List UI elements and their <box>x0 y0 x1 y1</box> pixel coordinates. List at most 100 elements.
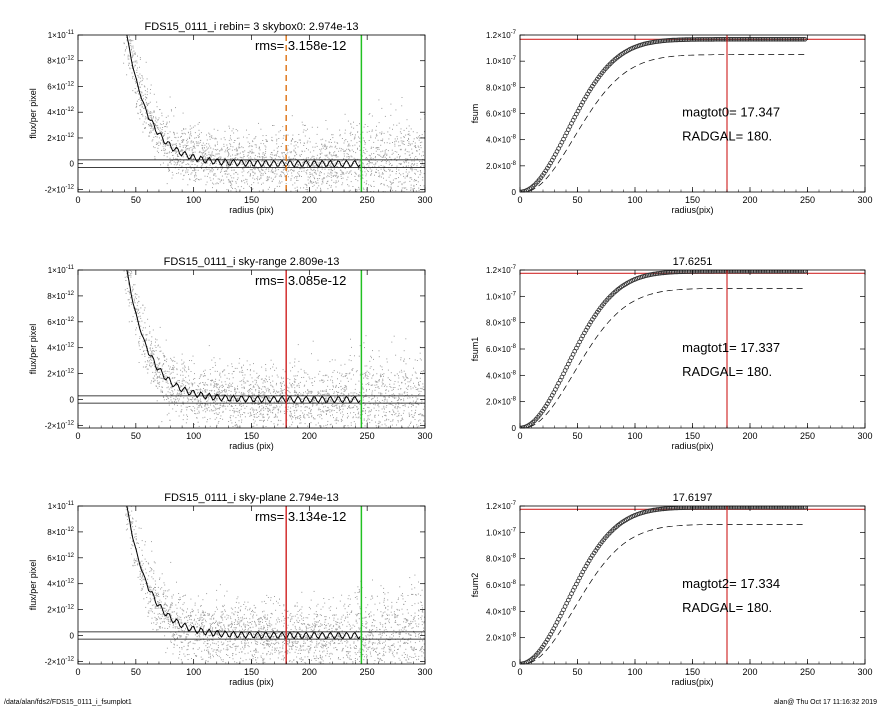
scatter-point <box>230 400 232 401</box>
scatter-point <box>322 147 324 149</box>
scatter-point <box>123 231 124 232</box>
scatter-point <box>127 54 129 56</box>
scatter-point <box>241 403 243 405</box>
scatter-point <box>168 371 170 373</box>
scatter-point <box>123 42 125 44</box>
scatter-point <box>371 394 373 396</box>
scatter-point <box>190 147 192 149</box>
scatter-point <box>318 178 320 179</box>
scatter-point <box>148 125 150 127</box>
scatter-point <box>273 388 275 390</box>
scatter-point <box>204 397 206 399</box>
scatter-point <box>270 382 271 384</box>
scatter-point <box>222 418 224 420</box>
scatter-point <box>200 166 202 168</box>
scatter-point <box>248 152 250 154</box>
scatter-point <box>180 405 182 407</box>
scatter-point <box>233 397 235 399</box>
scatter-point <box>163 143 165 145</box>
scatter-point <box>227 365 229 367</box>
scatter-point <box>310 182 312 184</box>
scatter-point <box>169 142 171 144</box>
scatter-point <box>310 193 311 194</box>
scatter-point <box>137 90 139 92</box>
scatter-point <box>284 176 286 178</box>
scatter-point <box>216 153 218 155</box>
scatter-point <box>405 374 407 376</box>
scatter-point <box>305 372 307 374</box>
scatter-point <box>214 390 215 392</box>
scatter-point <box>126 14 127 15</box>
scatter-point <box>278 391 280 393</box>
scatter-point <box>301 176 302 177</box>
scatter-point <box>200 393 202 395</box>
scatter-point <box>369 367 371 369</box>
scatter-point <box>380 375 382 377</box>
scatter-point <box>277 412 279 414</box>
scatter-point <box>214 173 216 175</box>
scatter-point <box>277 160 279 162</box>
scatter-point <box>271 169 273 171</box>
scatter-point <box>291 151 292 153</box>
scatter-point <box>365 413 366 414</box>
scatter-point <box>329 173 331 175</box>
scatter-point <box>170 357 172 359</box>
scatter-point <box>348 172 350 174</box>
scatter-point <box>330 145 332 147</box>
scatter-point <box>228 125 230 127</box>
scatter-point <box>255 146 257 148</box>
scatter-point <box>189 165 191 167</box>
scatter-point <box>295 152 297 154</box>
scatter-point <box>201 148 203 150</box>
scatter-point <box>364 153 366 155</box>
scatter-point <box>157 345 159 347</box>
x-axis-label: radius(pix) <box>671 205 713 215</box>
scatter-point <box>121 230 122 231</box>
scatter-point <box>145 338 147 340</box>
scatter-point <box>296 385 298 387</box>
scatter-point <box>353 398 355 400</box>
scatter-point <box>278 131 280 133</box>
scatter-point <box>306 184 308 186</box>
scatter-point <box>266 381 268 383</box>
scatter-point <box>172 145 174 147</box>
scatter-point <box>296 153 298 155</box>
scatter-point <box>358 167 359 169</box>
scatter-point <box>342 148 344 150</box>
scatter-point <box>396 400 398 402</box>
scatter-point <box>211 380 212 382</box>
scatter-point <box>373 407 375 409</box>
scatter-point <box>212 187 213 189</box>
scatter-point <box>340 389 342 391</box>
scatter-point <box>205 407 207 409</box>
scatter-point <box>272 170 274 172</box>
scatter-point <box>160 389 162 391</box>
scatter-point <box>177 394 179 396</box>
scatter-point <box>170 383 171 385</box>
curve-marker <box>780 36 785 42</box>
scatter-point <box>383 385 385 387</box>
scatter-point <box>381 173 383 175</box>
scatter-point <box>368 470 369 471</box>
scatter-point <box>292 163 294 165</box>
scatter-point <box>117 194 118 195</box>
scatter-point <box>162 127 164 128</box>
scatter-point <box>337 403 339 405</box>
scatter-point <box>324 393 326 395</box>
scatter-point <box>287 390 289 392</box>
scatter-point <box>144 322 146 324</box>
scatter-point <box>331 172 333 174</box>
scatter-point <box>248 134 250 135</box>
scatter-point <box>385 425 387 427</box>
scatter-point <box>127 56 129 58</box>
scatter-point <box>406 429 407 430</box>
scatter-point <box>273 416 275 418</box>
scatter-point <box>251 377 253 379</box>
scatter-point <box>158 385 160 387</box>
scatter-point <box>397 429 398 430</box>
scatter-point <box>249 166 251 167</box>
scatter-point <box>407 158 409 160</box>
scatter-point <box>343 150 344 152</box>
scatter-point <box>282 381 284 383</box>
scatter-point <box>183 175 185 177</box>
